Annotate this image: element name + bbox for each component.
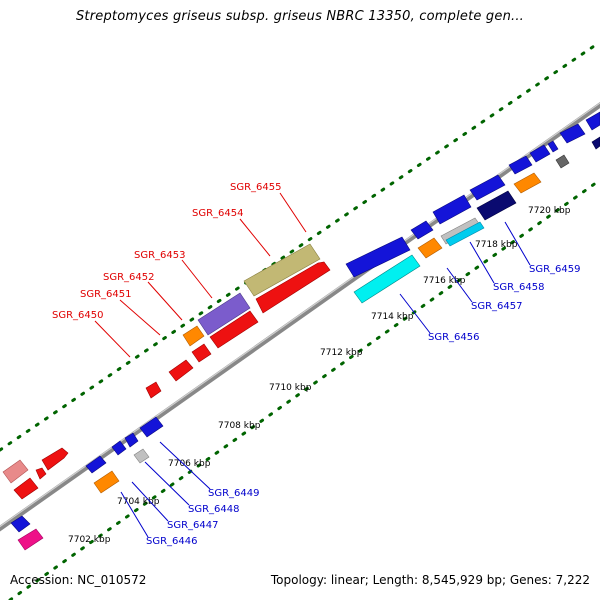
gene-label[interactable]: SGR_6457 [471,301,523,312]
leader-lines-bottom [120,221,531,538]
gene-feature[interactable] [476,190,517,221]
gene-feature[interactable] [508,155,533,175]
gene-feature[interactable] [559,123,586,144]
tick-label: 7718 kbp [475,240,518,250]
gene-feature[interactable] [111,440,127,456]
gene-feature[interactable] [209,310,259,349]
gene-feature[interactable] [133,448,150,464]
gene-feature[interactable] [182,325,205,347]
accession-text: Accession: NC_010572 [10,573,147,587]
tick-label: 7704 kbp [117,497,160,507]
gene-feature[interactable] [35,467,47,480]
genes-reverse-track [10,111,600,551]
gene-feature[interactable] [243,243,321,297]
gene-feature[interactable] [591,136,600,150]
gene-feature[interactable] [85,455,107,474]
gene-feature[interactable] [345,236,411,278]
tick-label: 7720 kbp [528,206,571,216]
gene-label[interactable]: SGR_6458 [493,282,545,293]
tick-track-upper [0,40,600,452]
gene-feature[interactable] [191,343,212,363]
tick-label: 7710 kbp [269,383,312,393]
gene-label[interactable]: SGR_6453 [134,250,186,261]
leader-lines-top [94,192,307,358]
gene-label[interactable]: SGR_6459 [529,264,581,275]
gene-label[interactable]: SGR_6449 [208,488,260,499]
gene-label[interactable]: SGR_6447 [167,520,219,531]
gene-feature[interactable] [255,261,331,314]
gene-labels-bottom: SGR_6446 SGR_6447 SGR_6448 SGR_6449 SGR_… [146,264,581,547]
tick-label: 7708 kbp [218,421,261,431]
tick-label: 7702 kbp [68,535,111,545]
gene-feature[interactable] [139,416,164,438]
gene-label[interactable]: SGR_6448 [188,504,240,515]
genes-forward-track [2,243,331,500]
gene-feature[interactable] [2,459,29,484]
gene-feature[interactable] [145,381,162,399]
gene-feature[interactable] [353,254,421,304]
gene-label[interactable]: SGR_6454 [192,208,244,219]
gene-feature[interactable] [547,140,559,153]
gene-feature[interactable] [445,221,485,247]
gene-label[interactable]: SGR_6456 [428,332,480,343]
gene-feature[interactable] [555,154,570,169]
gene-feature[interactable] [124,432,139,448]
tick-label: 7716 kbp [423,276,466,286]
genome-title: Streptomyces griseus subsp. griseus NBRC… [75,9,525,24]
gene-feature[interactable] [17,528,44,551]
gene-feature[interactable] [529,144,551,163]
gene-label[interactable]: SGR_6452 [103,272,155,283]
gene-feature[interactable] [93,470,120,494]
gene-feature[interactable] [513,172,542,194]
scale-labels: 7702 kbp 7704 kbp 7706 kbp 7708 kbp 7710… [68,206,571,545]
gene-label[interactable]: SGR_6451 [80,289,132,300]
tick-track-lower [8,178,600,600]
gene-labels-top: SGR_6450 SGR_6451 SGR_6452 SGR_6453 SGR_… [52,182,282,321]
tick-label: 7712 kbp [320,348,363,358]
gene-feature[interactable] [13,477,39,500]
gene-feature[interactable] [10,515,31,533]
gene-feature[interactable] [469,174,506,201]
gene-label[interactable]: SGR_6455 [230,182,282,193]
tick-label: 7714 kbp [371,312,414,322]
topology-text: Topology: linear; Length: 8,545,929 bp; … [270,573,590,587]
tick-label: 7706 kbp [168,459,211,469]
gene-feature[interactable] [585,111,600,131]
gene-feature[interactable] [410,220,434,240]
gene-feature[interactable] [168,359,194,382]
gene-feature[interactable] [41,447,69,471]
gene-feature[interactable] [432,194,472,225]
gene-feature[interactable] [197,292,251,336]
gene-feature[interactable] [417,237,443,259]
gene-label[interactable]: SGR_6450 [52,310,104,321]
gene-label[interactable]: SGR_6446 [146,536,198,547]
